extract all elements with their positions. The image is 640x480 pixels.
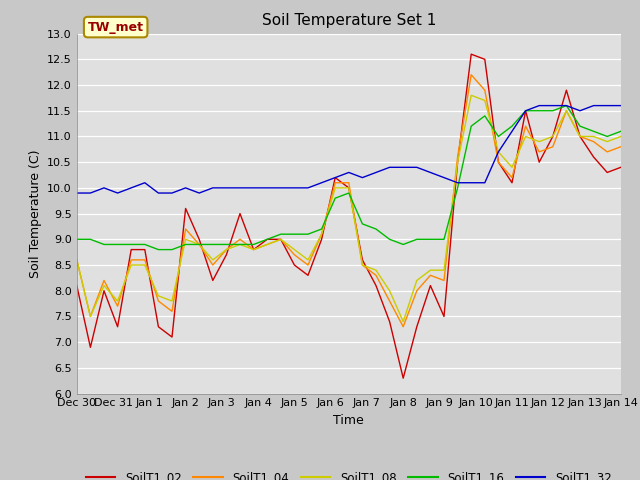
Legend: SoilT1_02, SoilT1_04, SoilT1_08, SoilT1_16, SoilT1_32: SoilT1_02, SoilT1_04, SoilT1_08, SoilT1_… <box>81 466 616 480</box>
Y-axis label: Soil Temperature (C): Soil Temperature (C) <box>29 149 42 278</box>
Title: Soil Temperature Set 1: Soil Temperature Set 1 <box>262 13 436 28</box>
X-axis label: Time: Time <box>333 414 364 427</box>
Text: TW_met: TW_met <box>88 21 144 34</box>
